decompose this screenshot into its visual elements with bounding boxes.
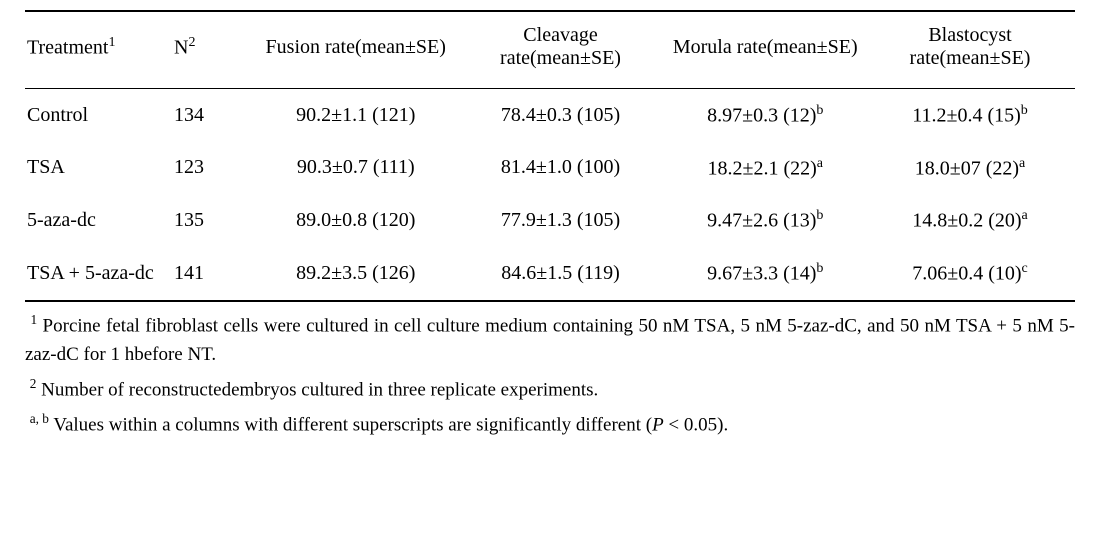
table-cell: 14.8±0.2 (20)a (865, 194, 1075, 247)
page: Treatment1 N2 Fusion rate(mean±SE) Cleav… (0, 0, 1100, 463)
table-cell: 5-aza-dc (25, 194, 172, 247)
table-row: TSA + 5-aza-dc14189.2±3.5 (126)84.6±1.5 … (25, 247, 1075, 301)
table-cell: 77.9±1.3 (105) (456, 194, 666, 247)
table-cell: 8.97±0.3 (12)b (666, 89, 866, 142)
table-cell: 141 (172, 247, 256, 301)
table-cell: TSA (25, 142, 172, 195)
col-header-blastocyst: Blastocyst rate(mean±SE) (865, 11, 1075, 89)
header-label: Blastocyst rate(mean±SE) (910, 24, 1031, 69)
table-cell: 18.2±2.1 (22)a (666, 142, 866, 195)
table-cell: 134 (172, 89, 256, 142)
col-header-treatment: Treatment1 (25, 11, 172, 89)
footnote-text: Number of reconstructedembryos cultured … (36, 379, 598, 400)
header-sup: 2 (188, 35, 195, 50)
col-header-morula: Morula rate(mean±SE) (666, 11, 866, 89)
table-cell: 90.3±0.7 (111) (256, 142, 456, 195)
table-cell: Control (25, 89, 172, 142)
table-cell: 90.2±1.1 (121) (256, 89, 456, 142)
header-label: Morula rate(mean±SE) (673, 36, 858, 58)
table-cell: 7.06±0.4 (10)c (865, 247, 1075, 301)
table-cell: 135 (172, 194, 256, 247)
col-header-cleavage: Cleavage rate(mean±SE) (456, 11, 666, 89)
header-sup: 1 (108, 35, 115, 50)
table-cell: 123 (172, 142, 256, 195)
table-cell: 84.6±1.5 (119) (456, 247, 666, 301)
table-cell: 89.0±0.8 (120) (256, 194, 456, 247)
table-cell: TSA + 5-aza-dc (25, 247, 172, 301)
table-cell: 11.2±0.4 (15)b (865, 89, 1075, 142)
table-cell: 18.0±07 (22)a (865, 142, 1075, 195)
results-table: Treatment1 N2 Fusion rate(mean±SE) Cleav… (25, 10, 1075, 302)
col-header-fusion: Fusion rate(mean±SE) (256, 11, 456, 89)
footnote-pvar: P (652, 414, 664, 435)
footnote-2: 2 Number of reconstructedembryos culture… (25, 374, 1075, 405)
footnote-1: 1 Porcine fetal fibroblast cells were cu… (25, 310, 1075, 370)
header-label: Fusion rate(mean±SE) (266, 36, 446, 58)
footnote-text: Values within a columns with different s… (49, 414, 652, 435)
footnote-text: Porcine fetal fibroblast cells were cult… (25, 315, 1075, 365)
table-row: 5-aza-dc13589.0±0.8 (120)77.9±1.3 (105)9… (25, 194, 1075, 247)
table-body: Control13490.2±1.1 (121)78.4±0.3 (105)8.… (25, 89, 1075, 301)
table-row: Control13490.2±1.1 (121)78.4±0.3 (105)8.… (25, 89, 1075, 142)
table-cell: 9.67±3.3 (14)b (666, 247, 866, 301)
header-label: Cleavage rate(mean±SE) (500, 24, 621, 69)
table-cell: 89.2±3.5 (126) (256, 247, 456, 301)
table-row: TSA12390.3±0.7 (111)81.4±1.0 (100)18.2±2… (25, 142, 1075, 195)
footnote-sup: a, b (30, 411, 49, 426)
table-cell: 9.47±2.6 (13)b (666, 194, 866, 247)
header-label: N (174, 36, 188, 58)
header-label: Treatment (27, 36, 108, 58)
col-header-n: N2 (172, 11, 256, 89)
footnote-3: a, b Values within a columns with differ… (25, 409, 1075, 440)
footnote-text: < 0.05). (664, 414, 729, 435)
table-cell: 81.4±1.0 (100) (456, 142, 666, 195)
header-row: Treatment1 N2 Fusion rate(mean±SE) Cleav… (25, 11, 1075, 89)
footnotes: 1 Porcine fetal fibroblast cells were cu… (25, 310, 1075, 440)
table-cell: 78.4±0.3 (105) (456, 89, 666, 142)
